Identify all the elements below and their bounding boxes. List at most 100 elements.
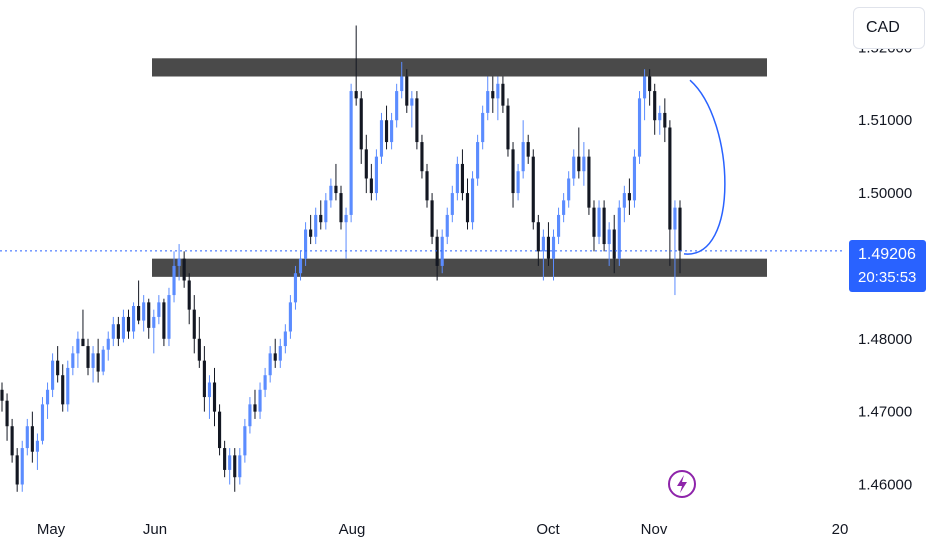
candle-body [637, 98, 642, 157]
candle [137, 280, 141, 325]
candle-body [0, 389, 4, 401]
candle-body [66, 367, 70, 405]
candle [592, 200, 596, 252]
candle [637, 91, 642, 164]
candle [15, 448, 19, 492]
candle [273, 338, 277, 368]
candle-body [162, 302, 166, 339]
candle-body [20, 448, 24, 485]
candle-body [182, 258, 186, 281]
candle [212, 367, 217, 427]
candle [531, 149, 535, 230]
candle [314, 207, 318, 245]
candle-body [592, 207, 596, 237]
candle [187, 273, 191, 325]
candle [217, 404, 222, 456]
candle-body [612, 229, 616, 259]
candle [653, 83, 657, 135]
candle [111, 316, 115, 347]
candle-body [167, 295, 171, 339]
candle-body [531, 156, 535, 223]
candle [61, 364, 65, 412]
candle [5, 393, 9, 441]
candle-body [223, 448, 227, 470]
candle [450, 185, 454, 223]
candle [445, 207, 449, 245]
candle-body [455, 163, 459, 194]
candle-body [445, 214, 449, 237]
candle-body [15, 455, 19, 485]
candlestick-series [0, 25, 682, 492]
candle [420, 134, 424, 179]
candle [20, 440, 24, 492]
candle [339, 185, 343, 230]
candle-body [658, 112, 662, 121]
candle [35, 433, 39, 470]
currency-selector[interactable]: CAD [853, 7, 925, 49]
candle [121, 309, 126, 343]
candle [86, 338, 90, 376]
candle [238, 448, 242, 485]
candle-body [283, 331, 287, 347]
candle [167, 287, 171, 347]
candle-body [243, 426, 247, 456]
candle-body [319, 214, 323, 223]
projection-curve [683, 79, 726, 255]
candle [258, 382, 262, 419]
candle-body [288, 302, 292, 332]
candle-body [562, 200, 566, 215]
candle-body [207, 382, 212, 398]
candle [632, 149, 637, 208]
candle-body [81, 338, 85, 347]
candle [374, 149, 378, 201]
candle-body [212, 382, 217, 412]
candle-body [329, 185, 333, 201]
candle-body [516, 171, 520, 194]
candle [40, 397, 45, 445]
candle-body [71, 353, 75, 368]
candle [172, 251, 176, 303]
candle-body [400, 76, 404, 92]
candle [648, 69, 652, 106]
candle [101, 346, 105, 376]
candle [253, 389, 257, 419]
bar-countdown: 20:35:53 [858, 269, 917, 286]
candle-body [116, 324, 120, 339]
candle [0, 382, 4, 412]
candle-body [496, 83, 500, 99]
candle [470, 171, 475, 230]
candle [395, 83, 399, 128]
candle [410, 91, 414, 128]
candle [481, 105, 485, 150]
candle [147, 298, 151, 339]
y-tick-label: 1.51000 [858, 112, 912, 129]
candle-body [339, 193, 343, 223]
candle-body [172, 265, 176, 296]
candle-body [567, 178, 571, 201]
candle-body [577, 156, 581, 172]
candle-body [157, 302, 161, 317]
candle [202, 346, 206, 412]
time-axis[interactable]: May Jun Aug Oct Nov 20 [37, 521, 849, 538]
candle-body [86, 346, 90, 368]
candle-body [420, 142, 424, 172]
candle [501, 76, 505, 113]
candle-body [298, 258, 303, 274]
flash-button[interactable] [668, 470, 696, 498]
candle [465, 178, 470, 230]
candle [283, 324, 287, 354]
candle [298, 251, 303, 281]
candle [142, 295, 146, 332]
candle [668, 120, 672, 266]
candle [496, 76, 500, 121]
candle-body [643, 76, 647, 99]
candle-body [536, 222, 540, 252]
candle [293, 265, 298, 310]
x-tick-label: Jun [143, 521, 167, 538]
candle [324, 193, 328, 230]
candle-body [177, 258, 181, 266]
candle [460, 149, 465, 201]
candle-body [40, 404, 45, 441]
candle [334, 163, 338, 201]
